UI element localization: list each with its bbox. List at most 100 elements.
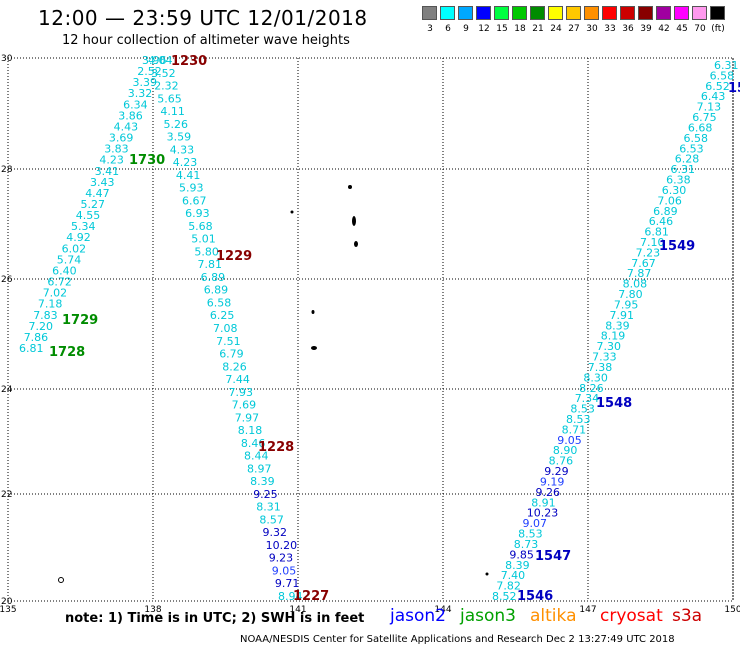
wave-height-value: 4.41: [176, 169, 201, 182]
legend-label: 15: [496, 24, 508, 34]
wave-height-value: 9.19: [540, 476, 565, 489]
time-15-edge: 15: [728, 81, 740, 96]
legend-cryosat: cryosat: [600, 606, 663, 626]
wave-height-value: 6.68: [688, 122, 713, 135]
wave-height-value: 7.82: [496, 580, 521, 593]
wave-height-value: 8.90: [553, 444, 578, 457]
wave-height-value: 8.39: [605, 319, 630, 332]
legend-swatch: [512, 6, 527, 20]
wave-height-value: 5.65: [157, 92, 182, 105]
wave-height-value: 8.97: [247, 462, 272, 475]
wave-height-value: 6.25: [210, 309, 235, 322]
wave-height-value: 4.33: [170, 143, 195, 156]
wave-height-value: 6.31: [671, 163, 696, 176]
island: [348, 185, 352, 189]
wave-height-value: 8.76: [549, 455, 574, 468]
wave-height-value: 4.55: [76, 209, 101, 222]
y-tick-label: 22: [1, 490, 12, 500]
wave-height-value: 8.94: [278, 590, 303, 603]
wave-height-value: 5.26: [164, 118, 189, 131]
island: [352, 216, 356, 226]
wave-height-value: 6.93: [185, 207, 210, 220]
wave-height-value: 8.39: [505, 559, 529, 572]
wave-height-value: 8.73: [514, 538, 539, 551]
wave-height-value: 7.33: [592, 351, 617, 364]
wave-height-value: 7.86: [24, 331, 49, 344]
wave-height-value: 3.69: [109, 132, 133, 145]
wave-height-value: 8.39: [250, 475, 275, 488]
wave-height-value: 6.81: [644, 226, 669, 239]
track-central-descending: 4.043.522.325.654.115.263.594.334.234.41…: [148, 54, 303, 603]
footnote: note: 1) Time is in UTC; 2) SWH is in fe…: [65, 611, 365, 626]
x-tick-label: 150: [724, 605, 740, 615]
wave-height-value: 8.26: [579, 382, 604, 395]
legend-label: 36: [622, 24, 634, 34]
wave-height-value: 7.91: [610, 309, 635, 322]
time-1728: 1728: [49, 345, 85, 360]
y-tick-label: 20: [1, 597, 13, 607]
wave-height-tracks: 6.817.867.207.837.187.026.726.405.746.02…: [19, 54, 739, 603]
island: [290, 210, 294, 214]
wave-height-value: 3.41: [95, 165, 120, 178]
y-tick-label: 30: [1, 54, 13, 64]
legend-label: 18: [514, 24, 526, 34]
legend-swatch: [494, 6, 509, 20]
wave-height-value: 6.75: [692, 111, 717, 124]
legend-label: 42: [658, 24, 670, 34]
time-1549: 1549: [659, 239, 695, 254]
wave-height-value: 4.43: [114, 121, 139, 134]
wave-height-value: 9.05: [272, 565, 297, 578]
legend-label: 39: [640, 24, 652, 34]
wave-height-value: 7.51: [216, 335, 241, 348]
wave-height-value: 4.23: [99, 154, 124, 167]
wave-height-value: 6.58: [207, 297, 232, 310]
wave-height-value: 9.29: [544, 465, 569, 478]
wave-height-value: 7.10: [640, 236, 665, 249]
wave-height-value: 6.40: [52, 265, 77, 278]
wave-height-value: 6.67: [182, 194, 207, 207]
legend-label: 30: [586, 24, 598, 34]
legend-altika: altika: [530, 606, 577, 626]
wave-height-value: 7.93: [229, 386, 254, 399]
wave-height-value: 7.80: [618, 288, 643, 301]
wave-height-value: 6.38: [666, 174, 691, 187]
x-tick-label: 141: [289, 605, 306, 615]
wave-height-value: 9.23: [269, 552, 294, 565]
wave-height-value: 7.81: [198, 258, 223, 271]
wave-height-value: 3.32: [128, 87, 153, 100]
wave-height-value: 6.34: [123, 98, 148, 111]
legend-swatch: [458, 6, 473, 20]
legend-swatch: [656, 6, 671, 20]
wave-height-value: 3.43: [90, 176, 115, 189]
wave-height-value: 7.87: [627, 267, 652, 280]
wave-height-value: 6.81: [19, 342, 44, 355]
x-tick-label: 147: [579, 605, 596, 615]
wave-height-value: 6.02: [62, 242, 87, 255]
credit-line: NOAA/NESDIS Center for Satellite Applica…: [240, 634, 675, 645]
wave-height-value: 7.18: [38, 298, 63, 311]
wave-height-value: 7.23: [636, 246, 661, 259]
legend-swatch: [638, 6, 653, 20]
wave-height-value: 4.04: [148, 54, 173, 67]
legend-label: 24: [550, 24, 562, 34]
legend-swatch: [692, 6, 707, 20]
wave-height-value: 8.44: [244, 450, 269, 463]
wave-height-value: 6.46: [649, 215, 674, 228]
wave-height-value: 3.59: [167, 131, 192, 144]
wave-height-value: 5.34: [71, 220, 96, 233]
wave-height-value: 8.91: [531, 496, 556, 509]
y-tick-label: 24: [1, 385, 13, 395]
track-east-ascending: 8.527.827.408.399.858.738.539.0710.238.9…: [492, 59, 739, 603]
y-tick-label: 28: [1, 165, 13, 175]
legend-label: 6: [445, 24, 451, 34]
legend-jason2: jason2: [390, 606, 446, 626]
legend-jason3: jason3: [460, 606, 516, 626]
wave-height-value: 8.19: [601, 330, 626, 343]
wave-height-value: 6.53: [679, 142, 704, 155]
wave-height-value: 7.67: [631, 257, 656, 270]
wave-height-value: 7.06: [657, 194, 682, 207]
wave-height-value: 7.97: [235, 411, 260, 424]
time-1229: 1229: [216, 249, 252, 264]
wave-height-value: 8.53: [518, 528, 543, 541]
